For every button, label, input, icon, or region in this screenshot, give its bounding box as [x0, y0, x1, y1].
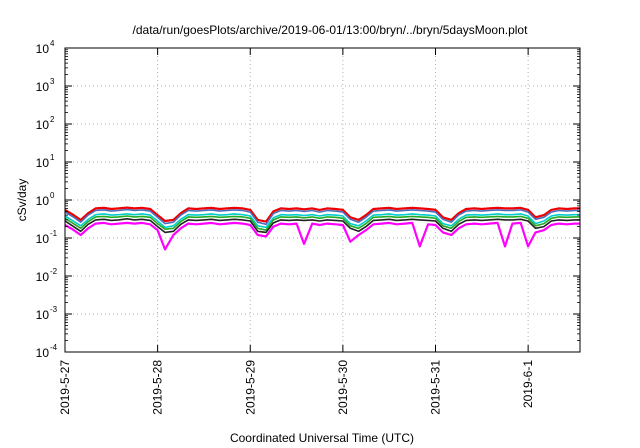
chart-title: /data/run/goesPlots/archive/2019-06-01/1… [133, 23, 529, 37]
series-line-6 [64, 221, 580, 251]
y-tick-exponent: 3 [50, 77, 55, 86]
series-line-2 [64, 208, 580, 226]
ticks [64, 47, 580, 353]
x-axis-label: Coordinated Universal Time (UTC) [230, 431, 414, 445]
x-tick-label: 2019-6-1 [521, 360, 535, 408]
series-line-5 [64, 218, 580, 234]
series-layer [64, 206, 580, 251]
y-tick-exponent: -3 [50, 305, 58, 314]
grid [65, 48, 580, 352]
y-tick-exponent: -1 [50, 229, 58, 238]
y-tick-label: 10 [36, 270, 50, 284]
y-tick-label: 10 [36, 232, 50, 246]
y-tick-label: 10 [36, 156, 50, 170]
y-tick-label: 10 [36, 80, 50, 94]
x-tick-label: 2019-5-27 [58, 360, 72, 415]
y-tick-exponent: 0 [50, 191, 55, 200]
y-tick-exponent: 2 [50, 115, 55, 124]
y-tick-exponent: 1 [50, 153, 55, 162]
series-line-4 [64, 215, 580, 231]
y-axis-label: cSv/day [15, 179, 29, 222]
y-tick-label: 10 [36, 118, 50, 132]
y-tick-label: 10 [36, 42, 50, 56]
x-tick-labels: 2019-5-27 2019-5-28 2019-5-29 2019-5-30 2019… [58, 360, 535, 415]
x-tick-label: 2019-5-28 [151, 360, 165, 415]
y-tick-label: 10 [36, 346, 50, 360]
y-tick-label: 10 [36, 308, 50, 322]
series-line-1 [64, 206, 580, 223]
plot-frame [64, 47, 581, 353]
x-tick-label: 2019-5-30 [336, 360, 350, 415]
x-tick-label: 2019-5-31 [429, 360, 443, 415]
series-line-3 [64, 213, 580, 229]
y-tick-exponent: 4 [50, 39, 55, 48]
y-tick-exponent: -4 [50, 343, 58, 352]
y-tick-exponent: -2 [50, 267, 58, 276]
y-tick-label: 10 [36, 194, 50, 208]
x-tick-label: 2019-5-29 [243, 360, 257, 415]
